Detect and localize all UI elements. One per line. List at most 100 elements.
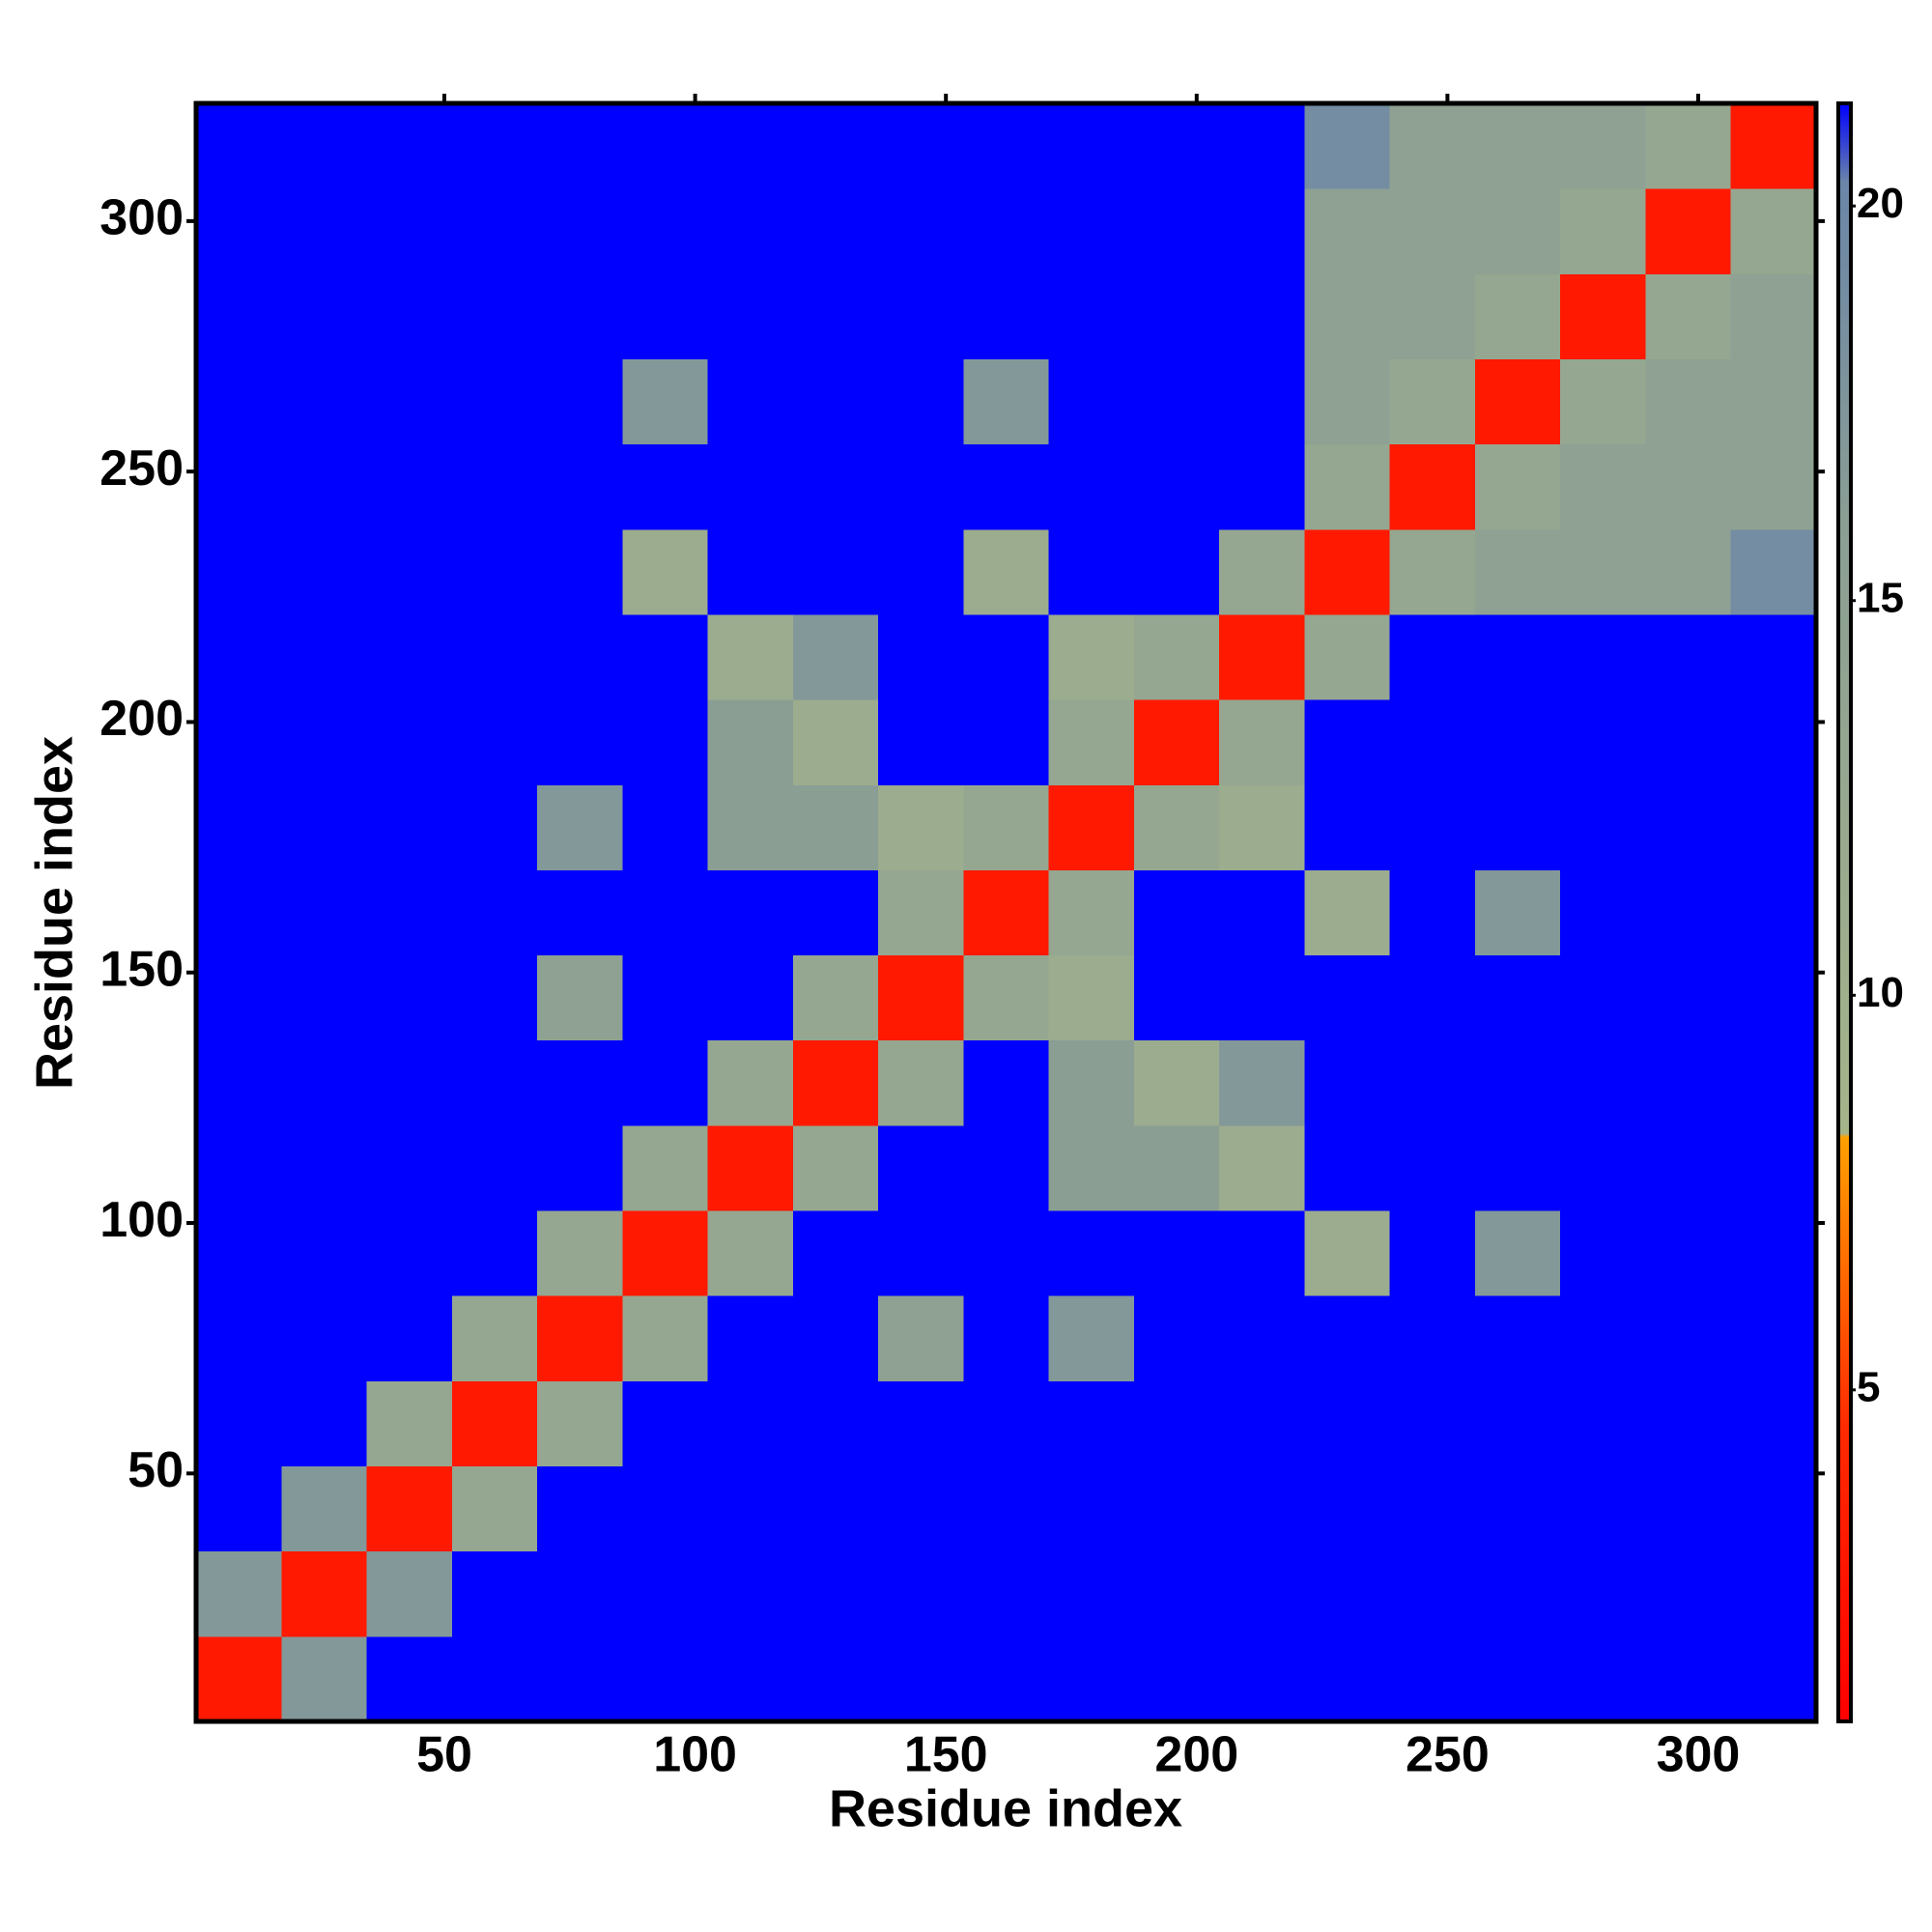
heatmap-cell: [366, 613, 453, 700]
heatmap-cell: [1133, 699, 1220, 785]
heatmap-cell: [878, 273, 964, 359]
heatmap-cell: [1133, 1210, 1220, 1296]
heatmap-cell: [366, 1635, 453, 1722]
heatmap-cell: [1133, 613, 1220, 700]
heatmap-cell: [1133, 1380, 1220, 1467]
heatmap-cell: [1048, 954, 1135, 1041]
heatmap-cell: [1730, 443, 1817, 530]
heatmap-cell: [1560, 1380, 1646, 1467]
heatmap-cell: [1474, 188, 1561, 274]
heatmap-cell: [622, 699, 709, 785]
heatmap-cell: [1389, 613, 1476, 700]
heatmap-cell: [451, 273, 538, 359]
heatmap-cell: [1474, 784, 1561, 870]
heatmap-cell: [963, 273, 1050, 359]
heatmap-cell: [1645, 613, 1732, 700]
heatmap-cell: [196, 954, 282, 1041]
heatmap-cell: [281, 699, 368, 785]
heatmap-cell: [622, 784, 709, 870]
heatmap-cell: [366, 1295, 453, 1381]
heatmap-cell: [963, 869, 1050, 956]
heatmap-cell: [1474, 1550, 1561, 1637]
heatmap-cell: [537, 613, 623, 700]
heatmap-cell: [1560, 869, 1646, 956]
heatmap-cell: [1133, 784, 1220, 870]
heatmap-cell: [366, 1380, 453, 1467]
heatmap-cell: [707, 528, 794, 615]
heatmap-cell: [622, 869, 709, 956]
heatmap-cell: [963, 1124, 1050, 1211]
heatmap-cell: [281, 1550, 368, 1637]
heatmap-cell: [707, 273, 794, 359]
heatmap-cell: [366, 869, 453, 956]
heatmap-cell: [1730, 954, 1817, 1041]
heatmap-cell: [1560, 273, 1646, 359]
heatmap-cell: [1133, 443, 1220, 530]
heatmap-cell: [366, 1465, 453, 1552]
heatmap-cell: [792, 699, 879, 785]
heatmap-cell: [451, 1295, 538, 1381]
colorbar-tick-label: 5: [1857, 1363, 1880, 1410]
heatmap-cell: [1048, 1465, 1135, 1552]
heatmap-cell: [1304, 1550, 1391, 1637]
heatmap-cell: [1645, 1124, 1732, 1211]
heatmap-cell: [878, 1380, 964, 1467]
x-tick-label: 250: [1406, 1727, 1490, 1783]
heatmap-cell: [1133, 1465, 1220, 1552]
heatmap-cell: [1304, 613, 1391, 700]
heatmap-cell: [366, 443, 453, 530]
heatmap-cell: [878, 443, 964, 530]
heatmap-cell: [1389, 103, 1476, 189]
heatmap-cell: [622, 1380, 709, 1467]
heatmap-cell: [281, 869, 368, 956]
heatmap-cell: [1048, 1550, 1135, 1637]
heatmap-cell: [366, 699, 453, 785]
heatmap-cell: [792, 103, 879, 189]
heatmap-cell: [1304, 528, 1391, 615]
y-tick-label: 250: [99, 440, 184, 497]
heatmap-cell: [792, 1550, 879, 1637]
heatmap-cell: [1474, 528, 1561, 615]
heatmap-cell: [707, 1124, 794, 1211]
heatmap-cell: [366, 1210, 453, 1296]
heatmap-cell: [1389, 528, 1476, 615]
heatmap-cell: [878, 613, 964, 700]
heatmap-cell: [1560, 188, 1646, 274]
heatmap-cell: [1133, 1635, 1220, 1722]
heatmap-cell: [196, 1039, 282, 1126]
heatmap-cell: [451, 1380, 538, 1467]
heatmap-cell: [1730, 1039, 1817, 1126]
heatmap-cell: [1645, 1295, 1732, 1381]
heatmap-cell: [622, 358, 709, 445]
heatmap-cell: [792, 188, 879, 274]
heatmap-cell: [196, 1124, 282, 1211]
heatmap-cell: [1730, 1210, 1817, 1296]
heatmap-cell: [196, 528, 282, 615]
plot-frame: [193, 100, 1819, 1724]
heatmap-cell: [537, 273, 623, 359]
heatmap-cell: [1645, 1380, 1732, 1467]
heatmap-cell: [707, 358, 794, 445]
heatmap-cell: [1219, 1465, 1305, 1552]
heatmap-cell: [366, 358, 453, 445]
heatmap-cell: [1219, 1550, 1305, 1637]
heatmap-cell: [1219, 1635, 1305, 1722]
heatmap-cell: [1304, 1380, 1391, 1467]
heatmap-cell: [622, 613, 709, 700]
heatmap-cell: [196, 443, 282, 530]
heatmap-cell: [537, 1210, 623, 1296]
heatmap-cell: [1730, 358, 1817, 445]
heatmap-cell: [1048, 869, 1135, 956]
heatmap-cell: [1304, 954, 1391, 1041]
heatmap-cell: [707, 103, 794, 189]
heatmap-cell: [1730, 528, 1817, 615]
heatmap-cell: [1048, 699, 1135, 785]
heatmap-cell: [1645, 443, 1732, 530]
heatmap-cell: [196, 103, 282, 189]
heatmap-cell: [281, 613, 368, 700]
heatmap-cell: [1474, 1124, 1561, 1211]
heatmap-cell: [1474, 103, 1561, 189]
heatmap-cell: [1645, 869, 1732, 956]
heatmap-cell: [281, 273, 368, 359]
heatmap-cell: [878, 784, 964, 870]
